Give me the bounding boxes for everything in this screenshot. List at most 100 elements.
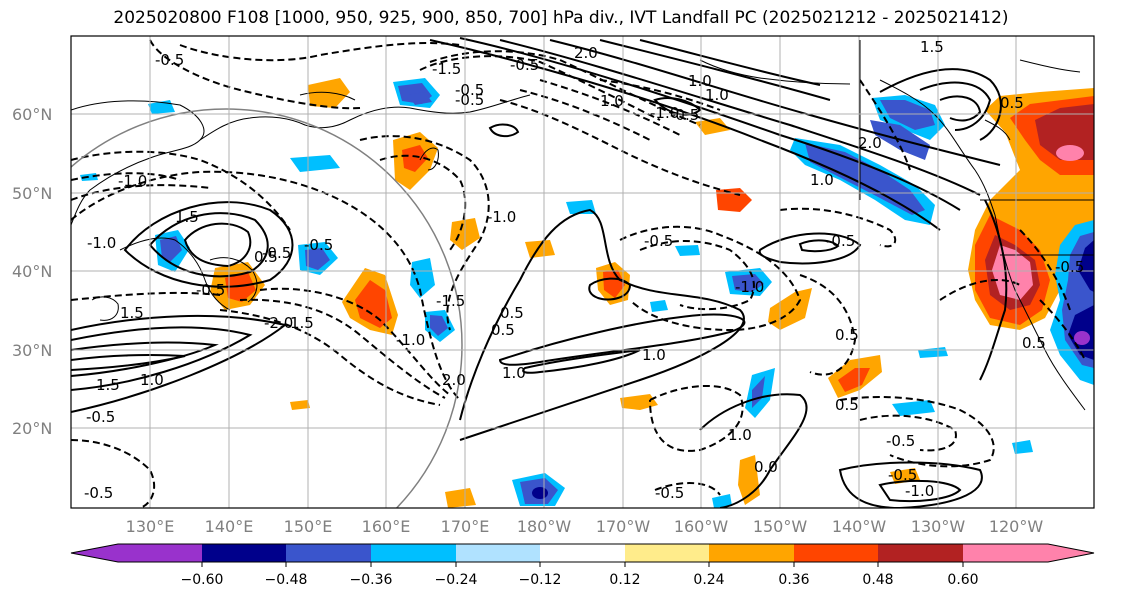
- lat-label-40n: 40°N: [12, 262, 52, 281]
- contour-label: 1.0: [502, 364, 526, 382]
- contour-label: 0.5: [254, 248, 278, 266]
- longitude-labels: 130°E 140°E 150°E 160°E 170°E 180°W 170°…: [126, 517, 1044, 536]
- contour-label: 1.5: [175, 208, 199, 226]
- colorbar-tick-label: 0.36: [778, 572, 809, 588]
- colorbar-segments: [71, 544, 1094, 562]
- contour-label: 2.0: [858, 134, 882, 152]
- contour-label: 1.0: [728, 426, 752, 444]
- contour-label: -0.5: [455, 91, 484, 109]
- colorbar-segment: [709, 544, 794, 562]
- colorbar-segment: [963, 544, 1094, 562]
- colorbar-segment: [202, 544, 286, 562]
- lon-label-140w: 140°W: [832, 517, 887, 536]
- colorbar-ticks: [201, 562, 964, 567]
- lon-label-170e: 170°E: [441, 517, 490, 536]
- lat-label-30n: 30°N: [12, 341, 52, 360]
- colorbar-tick-labels: −0.60 −0.48 −0.36 −0.24 −0.12 0.12 0.24 …: [181, 572, 979, 588]
- contour-label: 1.0: [140, 371, 164, 389]
- contour-label: -0.5: [455, 81, 484, 99]
- contour-label: -0.5: [196, 281, 225, 299]
- contour-label: 0.5: [1000, 94, 1024, 112]
- contour-label: -1.0: [118, 172, 147, 190]
- map-title: 2025020800 F108 [1000, 950, 925, 900, 85…: [113, 8, 1009, 28]
- contour-label: 0.5: [491, 321, 515, 339]
- dashed-contours: [71, 39, 1086, 508]
- map-plot-area: -0.5 -1.5 2.0 1.0 1.0 -0.5 1.0 -0.5 0.5 …: [71, 36, 1094, 508]
- lon-label-150e: 150°E: [284, 517, 333, 536]
- colorbar-segment: [794, 544, 878, 562]
- contour-label: -0.5: [1055, 258, 1084, 276]
- colorbar-tick-label: −0.36: [350, 572, 393, 588]
- colorbar: −0.60 −0.48 −0.36 −0.24 −0.12 0.12 0.24 …: [70, 543, 1095, 588]
- contour-label: 1.0: [642, 346, 666, 364]
- gridlines: [71, 36, 1094, 508]
- colorbar-tick-label: −0.48: [265, 572, 308, 588]
- contour-label: -0.5: [304, 236, 333, 254]
- lon-label-120w: 120°W: [989, 517, 1044, 536]
- lat-label-60n: 60°N: [12, 105, 52, 124]
- colorbar-segment: [371, 544, 456, 562]
- contour-label: 2.0: [574, 44, 598, 62]
- contour-label: -1.5: [436, 292, 465, 310]
- colorbar-tick-label: 0.60: [947, 572, 978, 588]
- lon-label-160e: 160°E: [362, 517, 411, 536]
- colorbar-segment: [71, 544, 202, 562]
- contour-label-layer: -0.5 -1.5 2.0 1.0 1.0 -0.5 1.0 -0.5 0.5 …: [84, 38, 1084, 502]
- lon-label-150w: 150°W: [753, 517, 808, 536]
- contour-label: -1.0: [87, 234, 116, 252]
- colorbar-segment: [878, 544, 963, 562]
- contour-label: -0.5: [670, 106, 699, 124]
- contour-label: 0.0: [754, 458, 778, 476]
- contour-label: -1.5: [432, 60, 461, 78]
- latitude-labels: 60°N 50°N 40°N 30°N 20°N: [12, 105, 52, 438]
- contour-label: -0.5: [886, 432, 915, 450]
- shade-positive-westcoast-core: [1035, 104, 1094, 160]
- contour-label: -0.5: [644, 232, 673, 250]
- contour-label: 1.5: [920, 38, 944, 56]
- lon-label-130w: 130°W: [911, 517, 966, 536]
- colorbar-tick-label: 0.12: [609, 572, 640, 588]
- divergence-shading: [80, 78, 1094, 508]
- contour-label: -1.0: [487, 208, 516, 226]
- contour-label: 1.0: [810, 171, 834, 189]
- lon-label-130e: 130°E: [126, 517, 175, 536]
- colorbar-segment: [286, 544, 371, 562]
- contour-label: -1.0: [735, 278, 764, 296]
- contour-label: -0.5: [155, 51, 184, 69]
- contour-label: -0.5: [262, 244, 291, 262]
- lat-label-50n: 50°N: [12, 184, 52, 203]
- colorbar-tick-label: 0.48: [862, 572, 893, 588]
- colorbar-segment: [540, 544, 625, 562]
- contour-label: -0.5: [86, 408, 115, 426]
- colorbar-tick-label: −0.12: [519, 572, 562, 588]
- contour-label: 2.0: [442, 371, 466, 389]
- contour-label: -1.0: [905, 482, 934, 500]
- contour-label: -0.5: [84, 484, 113, 502]
- contour-label: -1.0: [650, 104, 679, 122]
- reference-circle: [71, 108, 463, 508]
- contour-label: 1.0: [688, 72, 712, 90]
- contour-label: -0.5: [655, 484, 684, 502]
- contour-label: 1.5: [120, 304, 144, 322]
- contour-label: -1.0: [396, 331, 425, 349]
- colorbar-outline: [70, 543, 1095, 563]
- coastlines: [71, 40, 1094, 411]
- plot-frame: [70, 35, 1095, 509]
- contour-label: 1.0: [705, 86, 729, 104]
- lon-label-160w: 160°W: [674, 517, 729, 536]
- contour-label: 0.5: [1022, 334, 1046, 352]
- contour-label: -2.0: [264, 314, 293, 332]
- lon-label-140e: 140°E: [205, 517, 254, 536]
- colorbar-tick-label: −0.60: [181, 572, 224, 588]
- lon-label-180w: 180°W: [517, 517, 572, 536]
- colorbar-segment: [625, 544, 709, 562]
- contour-label: -0.5: [826, 232, 855, 250]
- contour-label: 0.5: [500, 304, 524, 322]
- contour-label: 1.5: [96, 376, 120, 394]
- contour-label: 0.5: [835, 396, 859, 414]
- contour-label: 1.5: [290, 314, 314, 332]
- lat-label-20n: 20°N: [12, 419, 52, 438]
- colorbar-tick-label: −0.24: [435, 572, 478, 588]
- contour-label: -0.5: [888, 466, 917, 484]
